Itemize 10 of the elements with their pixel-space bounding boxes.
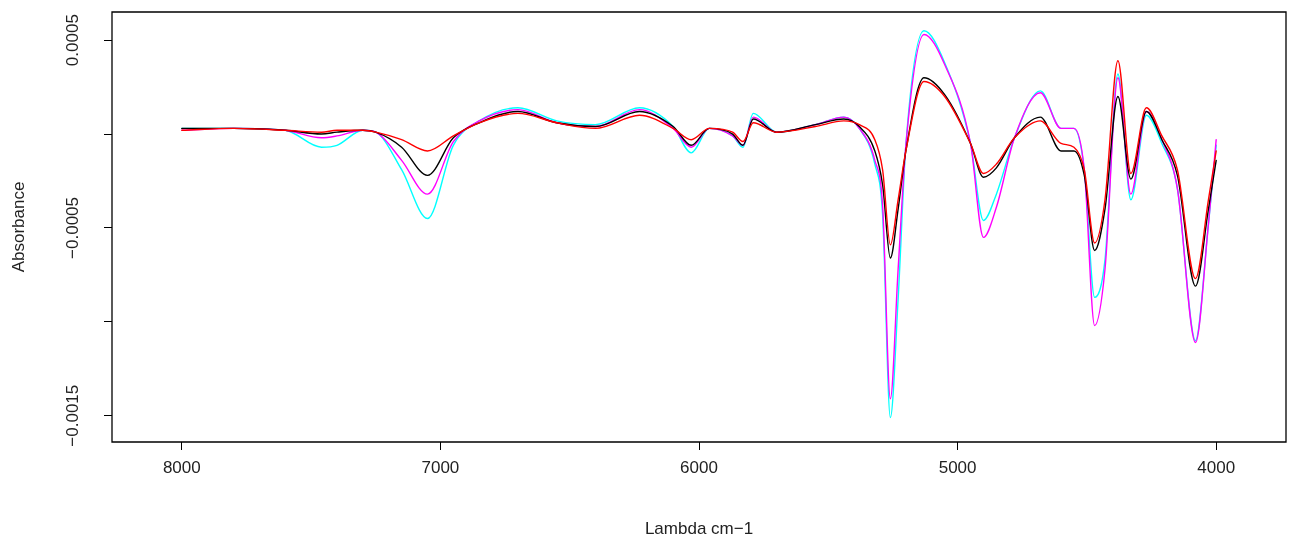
x-tick-label: 7000 [421, 457, 460, 477]
x-tick-label: 5000 [938, 457, 977, 477]
y-tick-label: −0.0015 [63, 384, 83, 447]
x-tick-label: 6000 [680, 457, 718, 477]
y-axis-title: Absorbance [9, 181, 29, 273]
y-tick-label: 0.0005 [63, 14, 83, 67]
x-tick-label: 4000 [1197, 457, 1236, 477]
x-axis-title: Lambda cm−1 [644, 519, 754, 539]
x-tick-label: 8000 [162, 457, 201, 477]
y-tick-label: −0.0005 [63, 196, 83, 259]
